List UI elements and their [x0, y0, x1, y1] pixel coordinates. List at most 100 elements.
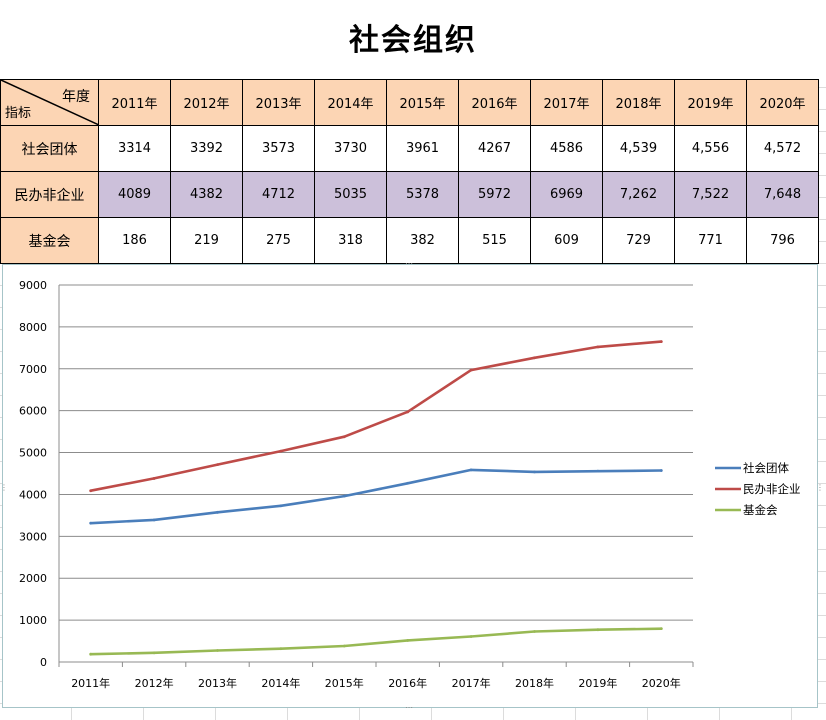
- data-point: [659, 627, 663, 631]
- table-cell[interactable]: 382: [386, 217, 459, 264]
- data-point: [469, 368, 473, 372]
- table-cell[interactable]: 4267: [458, 125, 531, 172]
- table-row-private-non-enterprise: 民办非企业 4089 4382 4712 5035 5378 5972 6969…: [0, 171, 819, 218]
- legend-label: 社会团体: [743, 461, 789, 475]
- table-row-foundations: 基金会 186 219 275 318 382 515 609 729 771 …: [0, 217, 819, 264]
- data-point: [469, 635, 473, 638]
- data-table: 年度 指标 2011年 2012年 2013年 2014年 2015年 2016…: [0, 79, 819, 264]
- row-label[interactable]: 民办非企业: [0, 171, 99, 218]
- data-point: [216, 510, 219, 514]
- year-header[interactable]: 2015年: [386, 79, 459, 126]
- table-cell[interactable]: 4,539: [602, 125, 675, 172]
- data-point: [533, 470, 536, 474]
- table-cell[interactable]: 318: [314, 217, 387, 264]
- year-header[interactable]: 2014年: [314, 79, 387, 126]
- table-cell[interactable]: 275: [242, 217, 315, 264]
- data-point: [533, 356, 536, 360]
- table-cell[interactable]: 4089: [98, 171, 171, 218]
- table-cell[interactable]: 3573: [242, 125, 315, 172]
- data-point: [89, 489, 93, 493]
- data-point: [152, 518, 156, 522]
- data-point: [406, 481, 410, 485]
- row-label[interactable]: 基金会: [0, 217, 99, 264]
- y-tick-label: 4000: [19, 488, 47, 501]
- data-point: [152, 477, 156, 480]
- y-tick-label: 2000: [19, 572, 47, 585]
- data-point: [342, 435, 346, 439]
- page-title[interactable]: 社会组织: [349, 22, 477, 58]
- x-tick-label: 2011年: [71, 676, 110, 690]
- table-cell[interactable]: 219: [170, 217, 243, 264]
- year-header[interactable]: 2016年: [458, 79, 531, 126]
- title-area[interactable]: 社会组织: [0, 0, 826, 79]
- y-tick-label: 6000: [19, 405, 47, 418]
- data-point: [216, 649, 219, 652]
- table-cell[interactable]: 4382: [170, 171, 243, 218]
- resize-handle-left[interactable]: ⋮: [0, 483, 8, 492]
- year-header[interactable]: 2012年: [170, 79, 243, 126]
- table-cell[interactable]: 3314: [98, 125, 171, 172]
- resize-handle-top[interactable]: ⋯: [405, 259, 413, 268]
- year-header[interactable]: 2013年: [242, 79, 315, 126]
- data-point: [216, 463, 219, 467]
- table-cell[interactable]: 5035: [314, 171, 387, 218]
- resize-handle-right[interactable]: ⋮: [816, 483, 824, 492]
- table-cell[interactable]: 3961: [386, 125, 459, 172]
- data-point: [89, 521, 93, 525]
- table-row-social-groups: 社会团体 3314 3392 3573 3730 3961 4267 4586 …: [0, 125, 819, 172]
- data-point: [342, 644, 346, 648]
- x-tick-label: 2020年: [642, 676, 681, 690]
- y-tick-label: 0: [40, 656, 47, 669]
- x-tick-label: 2019年: [578, 676, 617, 690]
- table-cell[interactable]: 5972: [458, 171, 531, 218]
- x-tick-label: 2012年: [135, 676, 174, 690]
- chart-object[interactable]: 0 1000 2000 3000 4000 5000 6000 7000 8000 9000 201…: [2, 264, 818, 708]
- data-point: [659, 469, 663, 472]
- corner-indicator-label: 指标: [5, 106, 32, 121]
- table-cell[interactable]: 609: [530, 217, 603, 264]
- table-cell[interactable]: 7,262: [602, 171, 675, 218]
- data-point: [596, 469, 600, 473]
- x-tick-label: 2014年: [261, 676, 300, 690]
- x-tick-label: 2015年: [325, 676, 364, 690]
- legend-label: 民办非企业: [743, 482, 801, 496]
- table-cell[interactable]: 4,556: [674, 125, 747, 172]
- data-point: [596, 345, 600, 349]
- table-cell[interactable]: 4,572: [746, 125, 819, 172]
- corner-cell[interactable]: 年度 指标: [0, 79, 99, 126]
- table-cell[interactable]: 771: [674, 217, 747, 264]
- y-tick-label: 9000: [19, 279, 47, 292]
- table-cell[interactable]: 4712: [242, 171, 315, 218]
- x-tick-label: 2018年: [515, 676, 554, 690]
- y-tick-label: 3000: [19, 530, 47, 543]
- y-tick-label: 5000: [19, 447, 47, 460]
- year-header[interactable]: 2011年: [98, 79, 171, 126]
- resize-handle-bottom[interactable]: ⋯: [405, 703, 413, 712]
- series-line: [89, 627, 663, 656]
- data-point: [279, 504, 283, 508]
- header-row: 年度 指标 2011年 2012年 2013年 2014年 2015年 2016…: [0, 79, 819, 126]
- year-header[interactable]: 2018年: [602, 79, 675, 126]
- year-header[interactable]: 2020年: [746, 79, 819, 126]
- table-cell[interactable]: 3392: [170, 125, 243, 172]
- row-label[interactable]: 社会团体: [0, 125, 99, 172]
- table-cell[interactable]: 515: [458, 217, 531, 264]
- y-tick-label: 8000: [19, 321, 47, 334]
- x-tick-label: 2013年: [198, 676, 237, 690]
- data-point: [596, 628, 600, 632]
- table-cell[interactable]: 6969: [530, 171, 603, 218]
- table-cell[interactable]: 186: [98, 217, 171, 264]
- data-point: [279, 449, 283, 453]
- table-cell[interactable]: 729: [602, 217, 675, 264]
- table-cell[interactable]: 3730: [314, 125, 387, 172]
- table-cell[interactable]: 7,522: [674, 171, 747, 218]
- y-tick-label: 7000: [19, 363, 47, 376]
- table-cell[interactable]: 796: [746, 217, 819, 264]
- data-point: [406, 410, 410, 414]
- data-point: [152, 651, 156, 655]
- table-cell[interactable]: 7,648: [746, 171, 819, 218]
- table-cell[interactable]: 4586: [530, 125, 603, 172]
- year-header[interactable]: 2017年: [530, 79, 603, 126]
- year-header[interactable]: 2019年: [674, 79, 747, 126]
- table-cell[interactable]: 5378: [386, 171, 459, 218]
